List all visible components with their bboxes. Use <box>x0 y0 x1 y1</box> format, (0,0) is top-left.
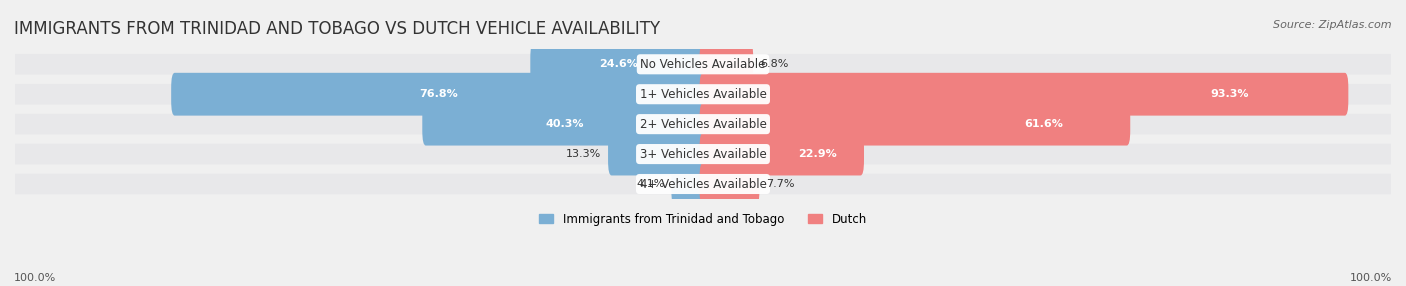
Text: 100.0%: 100.0% <box>14 273 56 283</box>
Text: 100.0%: 100.0% <box>1350 273 1392 283</box>
Text: 2+ Vehicles Available: 2+ Vehicles Available <box>640 118 766 131</box>
Text: No Vehicles Available: No Vehicles Available <box>640 58 766 71</box>
Text: 13.3%: 13.3% <box>567 149 602 159</box>
FancyBboxPatch shape <box>700 73 1348 116</box>
Text: 4.1%: 4.1% <box>636 179 665 189</box>
FancyBboxPatch shape <box>700 43 754 86</box>
Legend: Immigrants from Trinidad and Tobago, Dutch: Immigrants from Trinidad and Tobago, Dut… <box>534 208 872 231</box>
FancyBboxPatch shape <box>15 114 1391 134</box>
Text: 61.6%: 61.6% <box>1025 119 1063 129</box>
FancyBboxPatch shape <box>607 133 706 176</box>
FancyBboxPatch shape <box>530 43 706 86</box>
FancyBboxPatch shape <box>15 174 1391 194</box>
Text: 24.6%: 24.6% <box>599 59 638 69</box>
FancyBboxPatch shape <box>700 163 759 205</box>
Text: 7.7%: 7.7% <box>766 179 794 189</box>
FancyBboxPatch shape <box>15 84 1391 105</box>
Text: 93.3%: 93.3% <box>1211 89 1249 99</box>
FancyBboxPatch shape <box>15 144 1391 164</box>
Text: 4+ Vehicles Available: 4+ Vehicles Available <box>640 178 766 190</box>
Text: Source: ZipAtlas.com: Source: ZipAtlas.com <box>1274 20 1392 30</box>
FancyBboxPatch shape <box>15 54 1391 75</box>
Text: 6.8%: 6.8% <box>761 59 789 69</box>
Text: 3+ Vehicles Available: 3+ Vehicles Available <box>640 148 766 160</box>
Text: 1+ Vehicles Available: 1+ Vehicles Available <box>640 88 766 101</box>
Text: IMMIGRANTS FROM TRINIDAD AND TOBAGO VS DUTCH VEHICLE AVAILABILITY: IMMIGRANTS FROM TRINIDAD AND TOBAGO VS D… <box>14 20 661 38</box>
FancyBboxPatch shape <box>671 163 706 205</box>
FancyBboxPatch shape <box>700 133 865 176</box>
Text: 22.9%: 22.9% <box>799 149 837 159</box>
FancyBboxPatch shape <box>700 103 1130 146</box>
Text: 40.3%: 40.3% <box>546 119 583 129</box>
FancyBboxPatch shape <box>172 73 706 116</box>
Text: 76.8%: 76.8% <box>419 89 458 99</box>
FancyBboxPatch shape <box>422 103 706 146</box>
